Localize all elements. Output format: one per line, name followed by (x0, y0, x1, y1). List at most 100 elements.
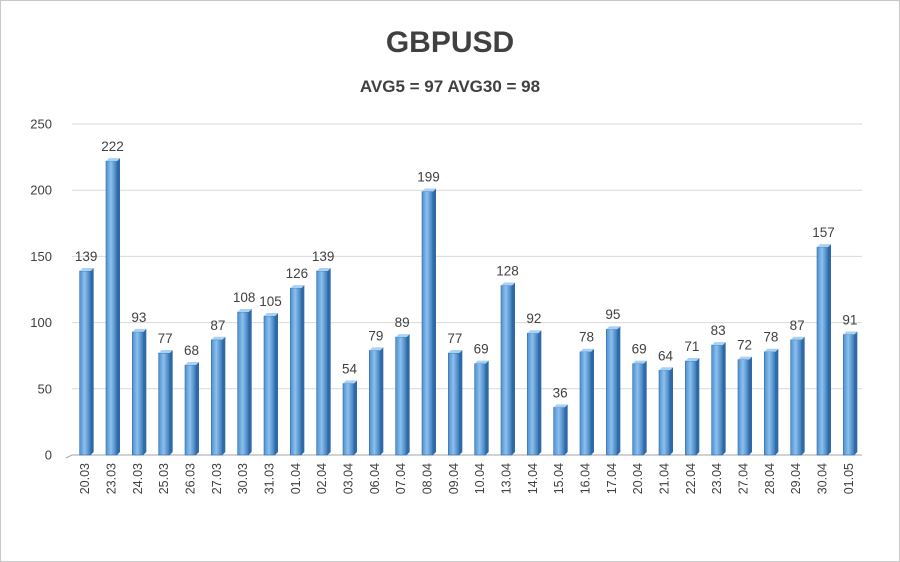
bar-side (538, 330, 542, 455)
bar-top (606, 326, 621, 330)
bar (79, 270, 91, 456)
data-label: 78 (579, 330, 594, 345)
x-tick-label: 20.03 (78, 463, 92, 494)
bar-side (775, 348, 779, 455)
data-label: 77 (447, 331, 462, 346)
bar-side (196, 361, 199, 455)
data-label: 199 (417, 170, 440, 185)
x-tick-label: 27.04 (737, 463, 751, 494)
x-tick-label: 10.04 (473, 463, 487, 494)
x-tick-label: 30.03 (236, 463, 250, 494)
x-axis-ticks: 20.03 23.03 24.03 25.03 26.03 27.03 30.03 31.03… (78, 463, 856, 494)
bar-side (459, 350, 463, 455)
bar (632, 363, 644, 456)
x-tick-label: 22.04 (684, 463, 698, 494)
x-tick-label: 20.04 (631, 463, 645, 494)
bar (184, 364, 197, 456)
bar (790, 339, 802, 456)
bar-top (395, 334, 410, 338)
bar-side (591, 348, 594, 455)
bar-side (275, 312, 278, 455)
bar (342, 383, 355, 456)
data-label: 157 (812, 225, 835, 240)
bar-side (301, 285, 305, 455)
bar-side (722, 342, 726, 455)
bar-side (222, 336, 226, 455)
bar (316, 270, 328, 456)
chart-subtitle: AVG5 = 97 AVG30 = 98 (359, 77, 541, 96)
bar-side (749, 356, 752, 455)
data-label: 54 (342, 362, 358, 377)
x-tick-label: 24.03 (131, 463, 145, 494)
data-label: 139 (312, 249, 335, 264)
bar-side (90, 267, 94, 455)
bar-top (685, 357, 700, 361)
data-label: 69 (632, 342, 647, 357)
bar (579, 351, 592, 456)
bar-top (632, 360, 647, 364)
x-tick-label: 16.04 (579, 463, 593, 494)
bar (711, 344, 723, 456)
bar (553, 407, 565, 456)
x-tick-label: 23.04 (710, 463, 724, 494)
bar (474, 363, 486, 456)
bar-top (738, 356, 752, 360)
chart-title: GBPUSD (385, 26, 515, 59)
bar (843, 334, 855, 456)
data-label: 95 (605, 307, 620, 322)
bar (105, 160, 118, 456)
bar-side (406, 334, 410, 455)
data-label: 105 (259, 294, 282, 309)
y-axis-ticks: 0 50 100 150 200 250 (30, 117, 52, 463)
bar-top (211, 336, 226, 340)
gridlines (65, 123, 862, 459)
bar (132, 331, 144, 456)
x-tick-label: 30.04 (816, 463, 830, 494)
bar-top (580, 348, 594, 352)
bar (237, 311, 249, 456)
bar-top (316, 267, 331, 271)
bar-top (369, 347, 384, 351)
data-label: 222 (101, 139, 124, 154)
data-label: 89 (395, 315, 410, 330)
bar-top (659, 367, 673, 371)
bar-top (185, 361, 199, 365)
data-label: 69 (474, 342, 489, 357)
data-label: 72 (737, 338, 752, 353)
x-tick-label: 27.03 (210, 463, 224, 494)
data-label: 91 (842, 313, 857, 328)
bar-top (843, 331, 858, 335)
x-tick-label: 08.04 (421, 463, 435, 494)
bar-side (143, 328, 147, 455)
bar (685, 360, 697, 456)
x-tick-label: 02.04 (315, 463, 329, 494)
bar-side (485, 360, 489, 455)
bar (764, 351, 776, 456)
bar-top (237, 309, 252, 313)
bar-top (501, 282, 515, 286)
data-label: 68 (184, 343, 199, 358)
bar-top (711, 342, 726, 346)
bar (448, 352, 460, 456)
y-tick-label: 250 (30, 117, 52, 132)
bar-top (790, 336, 805, 340)
x-tick-label: 01.05 (842, 463, 856, 494)
x-tick-label: 29.04 (789, 463, 803, 494)
y-tick-label: 100 (30, 315, 52, 330)
bar (737, 359, 750, 456)
data-label: 87 (210, 318, 225, 333)
x-tick-label: 07.04 (394, 463, 408, 494)
bar-side (643, 360, 647, 455)
bar (658, 369, 671, 456)
bar-side (169, 350, 173, 455)
bar (263, 315, 276, 456)
y-tick-label: 150 (30, 249, 52, 264)
x-tick-label: 14.04 (526, 463, 540, 494)
x-tick-label: 23.03 (105, 463, 119, 494)
x-tick-label: 31.03 (263, 463, 277, 494)
data-label: 108 (233, 290, 256, 305)
x-tick-label: 13.04 (500, 463, 514, 494)
bar-top (527, 330, 542, 334)
y-tick-label: 200 (30, 183, 52, 198)
